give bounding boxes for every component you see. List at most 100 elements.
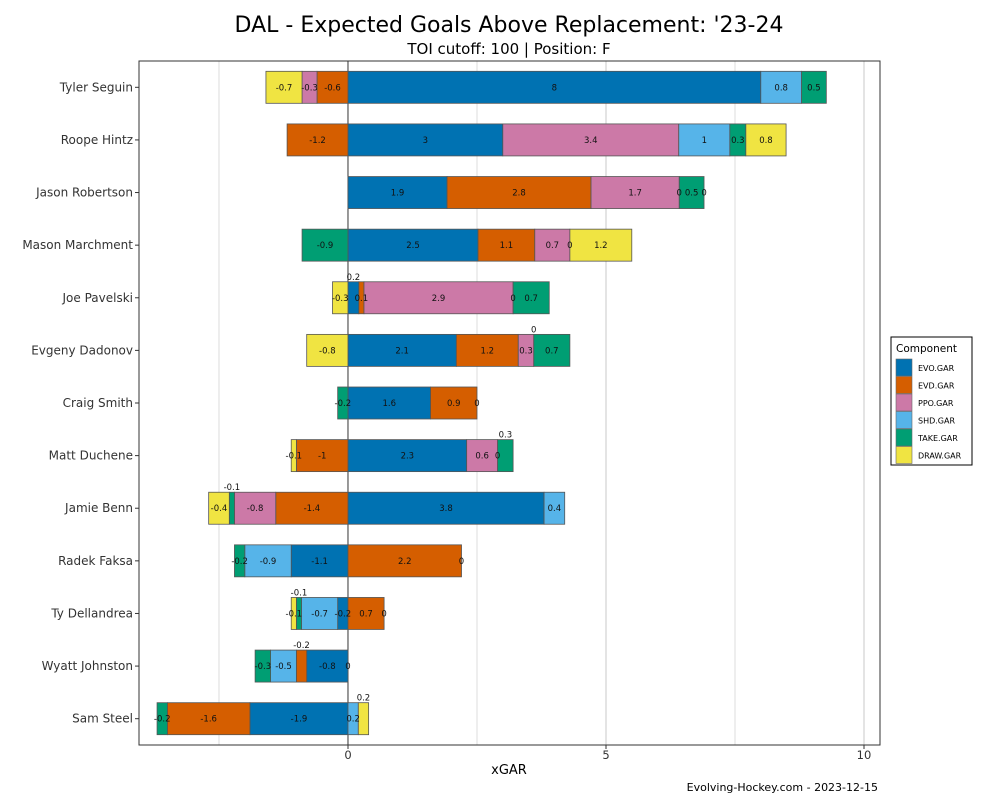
data-label: 2.2 [398,557,412,567]
bar-segment-shd-gar [301,597,339,630]
data-label: -0.7 [276,83,293,93]
legend-swatch [895,411,913,429]
data-label: 0 [345,662,350,672]
legend-swatch [895,428,913,447]
data-label: -0.9 [317,241,334,251]
y-tick-label: Evgeny Dadonov [31,343,133,357]
data-label: 8 [552,83,557,93]
data-label: 0.4 [548,504,562,514]
legend-label: EVD.GAR [918,382,955,391]
bar-segment-evd-gar [477,228,536,262]
bar-segment-draw-gar [265,70,303,104]
bar-segment-take-gar [301,228,349,262]
y-tick-label: Jason Robertson [35,186,133,200]
y-tick-label: Tyler Seguin [59,80,133,94]
bar-segment-draw-gar [306,333,349,367]
y-tick-label: Ty Dellandrea [50,606,133,620]
data-label: -0.2 [335,399,352,409]
data-label: -0.5 [275,662,292,672]
data-label: -0.8 [319,346,336,356]
data-label: 0 [677,189,682,199]
bar-segment-draw-gar [745,123,787,157]
data-label: 0.3 [499,431,513,441]
legend-label: TAKE.GAR [917,434,958,443]
x-axis-label: xGAR [491,763,527,778]
data-label: 3 [423,136,428,146]
bar-segment-evd-gar [295,649,308,683]
bar-segment-evd-gar [166,702,251,736]
data-label: -1.6 [200,715,217,725]
data-label: -0.4 [211,504,228,514]
y-axis: Tyler Seguin Roope Hintz Jason Robertson Ma… [22,80,139,726]
data-label: 0 [701,189,706,199]
bar-segment-evo-gar [347,491,545,525]
data-label: 0 [474,399,479,409]
data-label: -0.3 [255,662,272,672]
legend-swatch [895,446,913,464]
bar-segment-evd-gar [347,597,385,630]
bars [156,70,827,736]
chart-subtitle: TOI cutoff: 100 | Position: F [406,40,610,58]
plot-panel-border [138,60,881,746]
bar-segment-shd-gar [543,491,566,525]
data-label: 1 [702,136,707,146]
bar-segment-evd-gar [446,176,592,209]
y-tick-label: Craig Smith [63,396,133,410]
data-label: 2.9 [432,294,446,304]
data-label: 0.5 [685,189,699,199]
bar-segment-ppo-gar [534,228,571,262]
caption: Evolving-Hockey.com - 2023-12-15 [687,781,878,794]
data-label: 0.3 [731,136,745,146]
bar-segment-take-gar [156,702,168,736]
legend-label: EVO.GAR [918,364,955,373]
data-label: -0.6 [324,83,341,93]
legend: Component EVO.GAR EVD.GAR PPO.GAR SHD.GAR TA… [890,336,973,466]
bar-segment-take-gar [497,439,514,473]
data-label: 0.7 [359,609,373,619]
bar-segment-evd-gar [430,386,478,420]
legend-swatch [895,393,913,412]
bar-segment-ppo-gar [363,281,514,315]
data-label: -1.2 [309,136,326,146]
gridlines [218,61,865,745]
data-label: -0.3 [301,83,318,93]
bar-segment-evo-gar [249,702,349,736]
data-label: 0.7 [524,294,538,304]
bar-segment-evo-gar [306,649,349,683]
data-label: 1.7 [628,189,642,199]
legend-label: SHD.GAR [918,417,955,426]
data-label: -0.9 [260,557,277,567]
data-label: -0.1 [224,483,241,493]
legend-swatch [895,358,913,377]
bar-segment-take-gar [533,333,571,367]
bar-segment-evd-gar [286,123,349,157]
data-labels: -0.7 -0.3 -0.6 8 0.8 0.5 -1.2 3 3.4 1 0.3 0.8 1.9 2.8… [154,83,821,724]
x-tick-label: 0 [344,748,351,762]
bar-segment-take-gar [254,649,271,683]
data-label: 0.7 [545,346,559,356]
data-label: 1.1 [500,241,514,251]
data-label: -0.2 [154,715,171,725]
data-label: -1.9 [291,715,308,725]
bar-segment-ppo-gar [466,439,499,473]
data-label: -0.1 [291,588,308,598]
chart-title: DAL - Expected Goals Above Replacement: … [235,13,784,38]
data-label: 2.1 [395,346,409,356]
bar-segment-evd-gar [295,439,349,473]
bar-segment-evd-gar [347,544,462,578]
data-label: -0.2 [335,609,352,619]
data-label: 0 [495,452,500,462]
data-label: -1 [318,452,326,462]
data-label: 2.3 [401,452,415,462]
y-tick-label: Wyatt Johnston [42,659,133,673]
bar-segment-draw-gar [332,281,349,315]
y-tick-label: Sam Steel [72,712,133,726]
y-tick-label: Joe Pavelski [62,291,133,305]
y-tick-label: Matt Duchene [49,449,133,463]
bar-segment-take-gar [801,70,827,104]
bar-segment-draw-gar [208,491,230,525]
bar-segment-take-gar [228,491,235,525]
data-label: 0 [567,241,572,251]
bar-segment-take-gar [678,176,705,209]
data-label: 2.8 [512,189,526,199]
